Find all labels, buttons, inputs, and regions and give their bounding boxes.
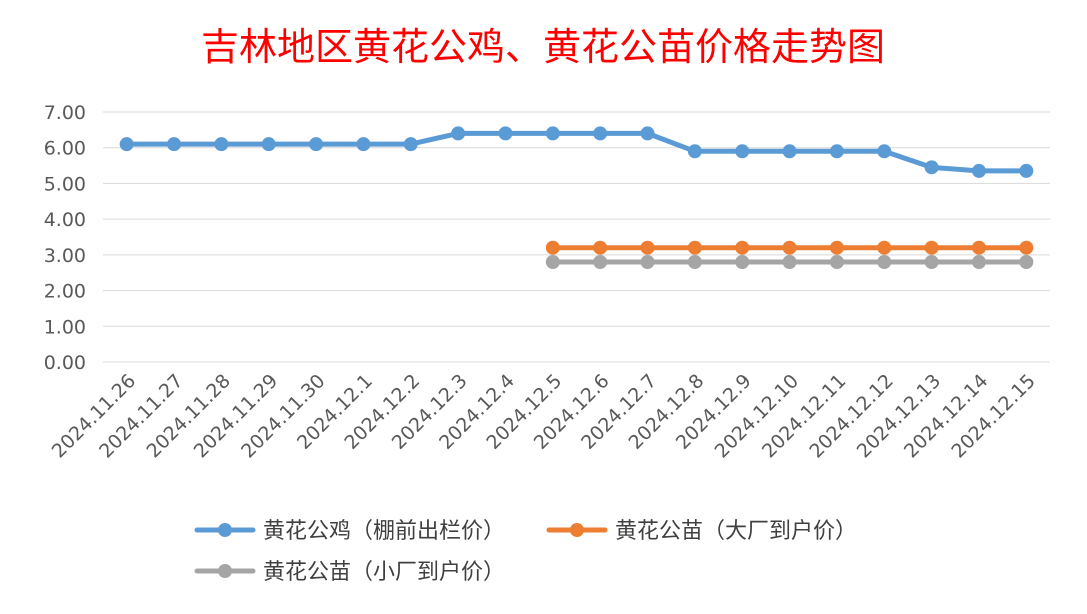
legend-label: 黄花公苗（大厂到户价）: [615, 519, 857, 544]
data-point: [971, 240, 986, 255]
x-axis-ticks: 2024.11.262024.11.272024.11.282024.11.29…: [48, 370, 1040, 462]
data-point: [403, 137, 418, 152]
data-point: [593, 240, 608, 255]
series-3: [545, 255, 1034, 269]
legend-swatch-marker: [218, 523, 232, 537]
legend-item: 黄花公苗（小厂到户价）: [194, 560, 505, 585]
y-tick-label: 6.00: [44, 138, 86, 160]
y-tick-label: 5.00: [44, 173, 86, 195]
data-point: [545, 240, 560, 255]
legend-swatch-marker: [218, 564, 232, 578]
gridlines: [103, 111, 1050, 363]
data-point: [877, 240, 892, 255]
y-tick-label: 3.00: [44, 245, 86, 267]
data-point: [877, 255, 892, 269]
data-point: [829, 144, 844, 159]
data-point: [356, 137, 371, 152]
data-point: [735, 144, 750, 159]
y-tick-label: 2.00: [44, 281, 86, 303]
data-point: [687, 240, 702, 255]
data-point: [735, 240, 750, 255]
data-point: [214, 137, 229, 152]
data-point: [687, 144, 702, 159]
data-point: [167, 137, 182, 152]
data-point: [924, 160, 939, 175]
data-point: [545, 255, 560, 269]
data-point: [640, 126, 655, 141]
data-point: [119, 137, 134, 152]
data-point: [309, 137, 324, 152]
legend: 黄花公鸡（棚前出栏价） 黄花公苗（大厂到户价） 黄花公苗（小厂到户价）: [194, 519, 857, 585]
data-point: [593, 255, 608, 269]
data-point: [735, 255, 750, 269]
data-point: [971, 255, 986, 269]
data-point: [640, 240, 655, 255]
y-axis-ticks: 0.00 1.00 2.00 3.00 4.00 5.00 6.00 7.00: [44, 102, 86, 374]
data-point: [1019, 163, 1034, 178]
legend-item: 黄花公鸡（棚前出栏价）: [194, 519, 505, 544]
series-layer: [119, 126, 1034, 269]
data-point: [782, 240, 797, 255]
y-tick-label: 1.00: [44, 316, 86, 338]
legend-item: 黄花公苗（大厂到户价）: [546, 519, 857, 544]
series-2: [545, 240, 1034, 255]
legend-label: 黄花公苗（小厂到户价）: [263, 560, 505, 585]
data-point: [545, 126, 560, 141]
data-point: [687, 255, 702, 269]
data-point: [261, 137, 276, 152]
data-point: [829, 240, 844, 255]
series-1: [119, 126, 1034, 178]
data-point: [782, 255, 797, 269]
data-point: [498, 126, 513, 141]
data-point: [640, 255, 655, 269]
data-point: [971, 163, 986, 178]
legend-label: 黄花公鸡（棚前出栏价）: [263, 519, 505, 544]
y-tick-label: 4.00: [44, 209, 86, 231]
y-tick-label: 0.00: [44, 352, 86, 374]
chart-title: 吉林地区黄花公鸡、黄花公苗价格走势图: [201, 25, 885, 69]
data-point: [924, 240, 939, 255]
y-tick-label: 7.00: [44, 102, 86, 124]
legend-swatch-marker: [570, 523, 584, 537]
data-point: [924, 255, 939, 269]
data-point: [593, 126, 608, 141]
data-point: [782, 144, 797, 159]
data-point: [1019, 240, 1034, 255]
data-point: [451, 126, 466, 141]
data-point: [1019, 255, 1034, 269]
data-point: [829, 255, 844, 269]
data-point: [877, 144, 892, 159]
series-line: [124, 130, 1029, 174]
